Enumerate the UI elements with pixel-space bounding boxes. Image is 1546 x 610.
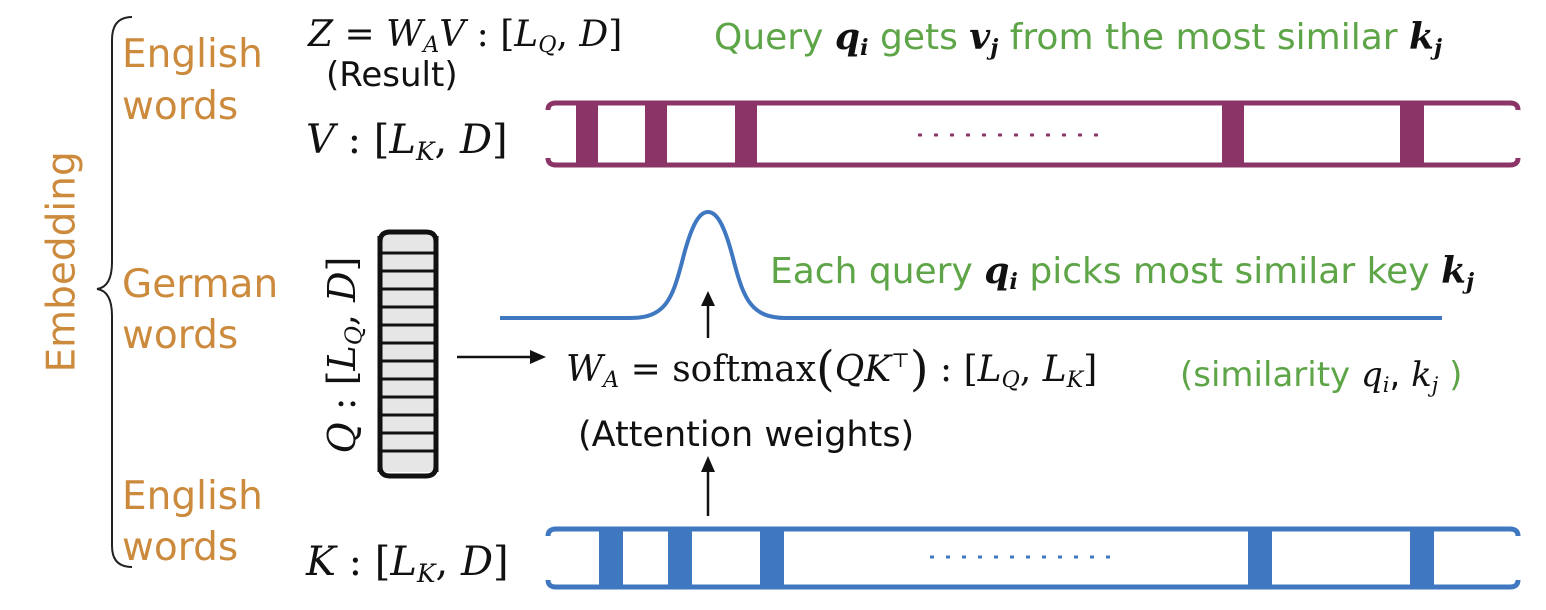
embedding-brace bbox=[96, 16, 133, 568]
key-stripe bbox=[668, 529, 692, 587]
softmax-to-peak-arrow bbox=[701, 291, 715, 338]
result-formula: Z = WAV : [LQ, D] bbox=[308, 14, 623, 59]
query-gets-caption: Query qi gets vj from the most similar k… bbox=[714, 16, 1443, 62]
english-top-label-line1: English bbox=[122, 32, 263, 77]
query-stack bbox=[377, 229, 439, 479]
similarity-caption: (similarity qi, kj ) bbox=[1180, 355, 1463, 397]
english-bottom-label-line2: words bbox=[122, 525, 239, 570]
english-bottom-label-line1: English bbox=[122, 474, 263, 519]
key-stripe bbox=[1410, 529, 1434, 587]
key-to-attention-arrow bbox=[701, 456, 715, 516]
value-stripe bbox=[576, 103, 598, 165]
value-stripe bbox=[735, 103, 757, 165]
key-formula: K : [LK, D] bbox=[306, 539, 509, 588]
value-stripe bbox=[1222, 103, 1244, 165]
value-formula: V : [LK, D] bbox=[306, 117, 508, 166]
embedding-label: Embedding bbox=[39, 151, 85, 373]
german-label-line1: German bbox=[122, 262, 279, 307]
query-to-softmax-arrow bbox=[457, 350, 546, 364]
value-stripe bbox=[1400, 103, 1424, 165]
key-bar bbox=[545, 526, 1521, 590]
value-bar bbox=[545, 100, 1521, 168]
query-formula: Q : [LQ, D] bbox=[320, 256, 368, 454]
attention-formula: WA = softmax(QK⊤) : [LQ, LK] bbox=[566, 341, 1098, 397]
key-stripe bbox=[1248, 529, 1272, 587]
attention-peak-curve bbox=[500, 209, 1442, 320]
value-stripe bbox=[645, 103, 667, 165]
result-note: (Result) bbox=[326, 55, 458, 95]
key-stripe bbox=[760, 529, 784, 587]
german-label-line2: words bbox=[122, 313, 239, 358]
key-stripe bbox=[599, 529, 623, 587]
each-query-caption: Each query qi picks most similar key kj bbox=[770, 250, 1475, 296]
attention-note: (Attention weights) bbox=[578, 415, 915, 455]
english-top-label-line2: words bbox=[122, 84, 239, 129]
